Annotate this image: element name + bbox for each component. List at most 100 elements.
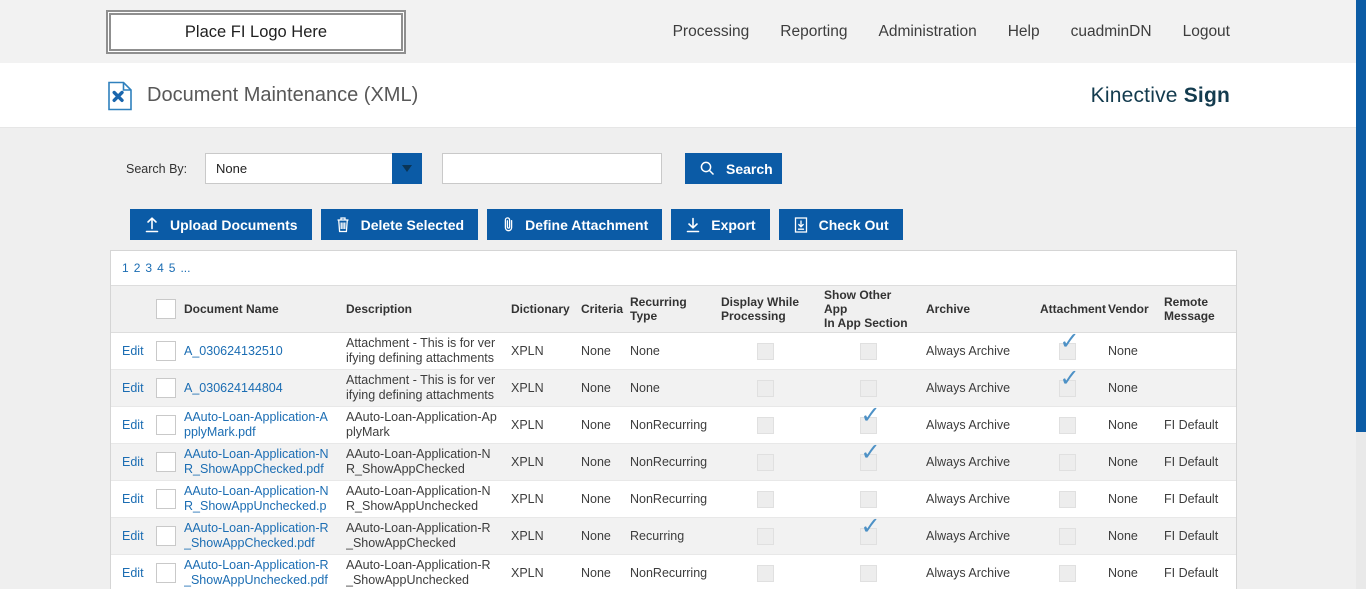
attachment-checkbox	[1058, 334, 1080, 360]
dictionary-cell: XPLN	[504, 443, 574, 481]
archive-cell: Always Archive	[919, 332, 1033, 370]
edit-link[interactable]: Edit	[122, 380, 144, 395]
show-other-app-checkbox	[859, 408, 881, 434]
remote-message-cell: FI Default	[1157, 480, 1236, 518]
vendor-cell: None	[1101, 406, 1157, 444]
remote-message-cell: FI Default	[1157, 406, 1236, 444]
scrollbar-thumb[interactable]	[1356, 0, 1366, 432]
nav-item-reporting[interactable]: Reporting	[780, 22, 848, 40]
delete-selected-button[interactable]: Delete Selected	[320, 209, 479, 240]
page-link-2[interactable]: 2	[133, 261, 141, 275]
check-out-label: Check Out	[818, 216, 889, 233]
delete-selected-label: Delete Selected	[360, 216, 465, 233]
dictionary-cell: XPLN	[504, 369, 574, 407]
row-select-checkbox[interactable]	[156, 563, 176, 583]
nav-item-administration[interactable]: Administration	[878, 22, 977, 40]
archive-cell: Always Archive	[919, 517, 1033, 555]
search-input[interactable]	[442, 153, 662, 184]
edit-link[interactable]: Edit	[122, 565, 144, 580]
select-all-checkbox[interactable]	[156, 299, 176, 319]
edit-link[interactable]: Edit	[122, 417, 144, 432]
page-link-4[interactable]: 4	[157, 261, 164, 275]
check-out-button[interactable]: Check Out	[778, 209, 903, 240]
description-cell: AAuto-Loan-Application-R_ShowAppChecked	[339, 517, 504, 555]
page-link-3[interactable]: 3	[145, 261, 153, 275]
search-button[interactable]: Search	[685, 153, 782, 184]
show-other-app-checkbox	[859, 342, 877, 360]
define-attachment-button[interactable]: Define Attachment	[487, 209, 663, 240]
dictionary-cell: XPLN	[504, 517, 574, 555]
remote-message-cell: FI Default	[1157, 554, 1236, 589]
attachment-checkbox	[1058, 416, 1076, 434]
show-other-app-checkbox	[859, 379, 877, 397]
vendor-cell: None	[1101, 369, 1157, 407]
edit-link[interactable]: Edit	[122, 454, 144, 469]
remote-message-cell: FI Default	[1157, 443, 1236, 481]
search-button-label: Search	[726, 160, 773, 177]
criteria-cell: None	[574, 517, 623, 555]
row-select-checkbox[interactable]	[156, 415, 176, 435]
dropdown-button[interactable]	[392, 153, 422, 184]
document-name-link[interactable]: AAuto-Loan-Application-R_ShowAppChecked.…	[184, 521, 329, 550]
row-select-checkbox[interactable]	[156, 526, 176, 546]
nav-item-help[interactable]: Help	[1007, 22, 1040, 40]
vendor-cell: None	[1101, 517, 1157, 555]
edit-link[interactable]: Edit	[122, 343, 144, 358]
row-select-checkbox[interactable]	[156, 341, 176, 361]
fi-logo-placeholder: Place FI Logo Here	[106, 10, 406, 54]
header-criteria: Criteria	[574, 285, 623, 333]
edit-link[interactable]: Edit	[122, 528, 144, 543]
search-by-selected-value: None	[216, 161, 248, 176]
criteria-cell: None	[574, 369, 623, 407]
document-name-link[interactable]: A_030624132510	[184, 343, 283, 358]
description-cell: AAuto-Loan-Application-NR_ShowAppChecked	[339, 443, 504, 481]
top-bar: Place FI Logo Here Processing Reporting …	[0, 0, 1366, 63]
documents-panel: 1 2 3 4 5 ... Document Name Description …	[110, 250, 1237, 589]
row-select-checkbox[interactable]	[156, 452, 176, 472]
page-link-5[interactable]: 5	[168, 261, 176, 275]
define-attachment-label: Define Attachment	[525, 216, 649, 233]
display-while-processing-checkbox	[757, 379, 774, 397]
dictionary-cell: XPLN	[504, 554, 574, 589]
edit-link[interactable]: Edit	[122, 491, 144, 506]
attachment-checkbox	[1058, 527, 1076, 545]
description-cell: AAuto-Loan-Application-R_ShowAppUnchecke…	[339, 554, 504, 589]
recurring-type-cell: NonRecurring	[623, 554, 714, 589]
page-link-more[interactable]: ...	[180, 261, 191, 275]
table-row: Edit AAuto-Loan-Application-R_ShowAppChe…	[111, 517, 1236, 555]
vertical-scrollbar	[1356, 0, 1366, 589]
nav-item-logout[interactable]: Logout	[1182, 22, 1230, 40]
display-while-processing-checkbox	[757, 453, 774, 471]
table-header-row: Document Name Description Dictionary Cri…	[111, 285, 1236, 333]
upload-documents-label: Upload Documents	[170, 216, 298, 233]
archive-cell: Always Archive	[919, 406, 1033, 444]
page-link-1[interactable]: 1	[122, 261, 129, 275]
row-select-checkbox[interactable]	[156, 489, 176, 509]
document-name-link[interactable]: A_030624144804	[184, 380, 283, 395]
criteria-cell: None	[574, 480, 623, 518]
upload-documents-button[interactable]: Upload Documents	[130, 209, 312, 240]
criteria-cell: None	[574, 406, 623, 444]
attachment-checkbox	[1058, 490, 1076, 508]
export-button[interactable]: Export	[671, 209, 770, 240]
download-icon	[685, 216, 701, 233]
table-row: Edit AAuto-Loan-Application-R_ShowAppUnc…	[111, 554, 1236, 589]
recurring-type-cell: Recurring	[623, 517, 714, 555]
display-while-processing-checkbox	[757, 527, 774, 545]
row-select-checkbox[interactable]	[156, 378, 176, 398]
document-name-link[interactable]: AAuto-Loan-Application-ApplyMark.pdf	[184, 410, 328, 439]
search-icon	[699, 160, 716, 177]
nav-item-processing[interactable]: Processing	[672, 22, 750, 40]
archive-cell: Always Archive	[919, 554, 1033, 589]
search-by-dropdown[interactable]: None	[205, 153, 422, 184]
header-show-other-app: Show Other App In App Section	[817, 285, 919, 333]
nav-item-user[interactable]: cuadminDN	[1070, 22, 1152, 40]
document-name-link[interactable]: AAuto-Loan-Application-NR_ShowAppUncheck…	[184, 484, 329, 513]
document-name-link[interactable]: AAuto-Loan-Application-R_ShowAppUnchecke…	[184, 558, 329, 587]
remote-message-cell	[1157, 369, 1236, 407]
dictionary-cell: XPLN	[504, 480, 574, 518]
document-name-link[interactable]: AAuto-Loan-Application-NR_ShowAppChecked…	[184, 447, 329, 476]
vendor-cell: None	[1101, 480, 1157, 518]
description-cell: Attachment - This is for verifying defin…	[339, 369, 504, 407]
title-bar: Document Maintenance (XML) Kinective Sig…	[0, 63, 1366, 128]
